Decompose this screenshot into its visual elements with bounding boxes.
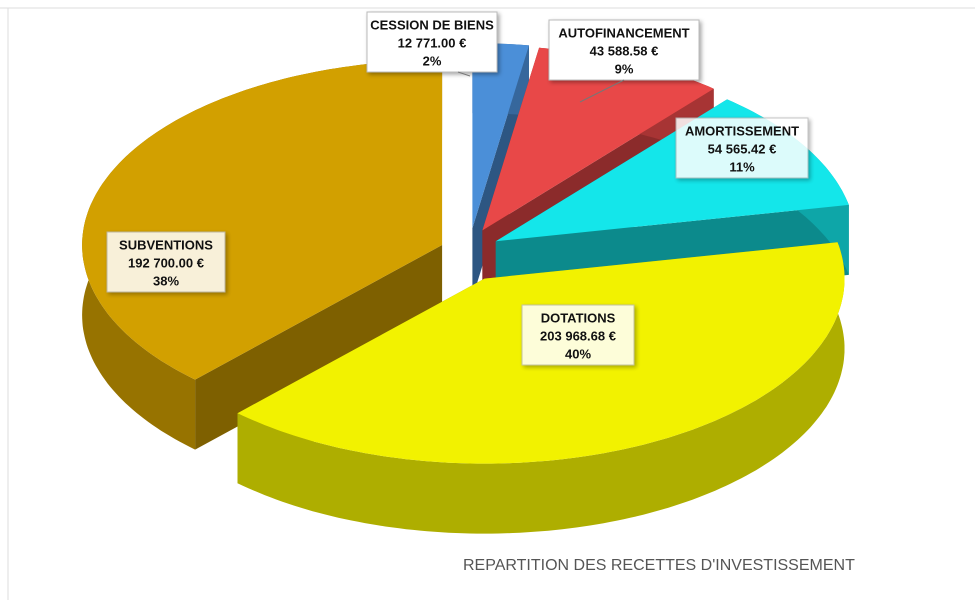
label-name: AMORTISSEMENT [685, 123, 799, 138]
label-name: AUTOFINANCEMENT [558, 25, 689, 40]
label-value: 192 700.00 € [128, 255, 204, 270]
label-name: DOTATIONS [541, 310, 616, 325]
slice-top [482, 47, 714, 231]
label-percent: 2% [423, 53, 442, 68]
slice-wall [237, 242, 845, 534]
label-name: CESSION DE BIENS [370, 17, 494, 32]
label-percent: 11% [729, 159, 755, 174]
slice-top [82, 60, 443, 380]
label-value: 43 588.58 € [590, 43, 659, 58]
label-percent: 9% [615, 61, 634, 76]
label-value: 12 771.00 € [398, 35, 467, 50]
leader-line [579, 79, 625, 103]
leader-line [457, 71, 471, 77]
label-box [366, 11, 498, 73]
label-box [521, 304, 635, 366]
label-box [675, 117, 809, 179]
label-value: 203 968.68 € [540, 328, 616, 343]
slice-top [472, 43, 529, 229]
chart-title: REPARTITION DES RECETTES D'INVESTISSEMEN… [463, 557, 855, 574]
slice-side [195, 245, 443, 450]
label-percent: 38% [153, 273, 179, 288]
label-name: SUBVENTIONS [119, 237, 213, 252]
label-box [548, 19, 700, 81]
slice [82, 60, 443, 450]
label-box [106, 231, 226, 293]
labels: CESSION DE BIENS 12 771.00 € 2% AUTOFINANCE… [106, 11, 809, 366]
label-percent: 40% [565, 346, 591, 361]
label-value: 54 565.42 € [708, 141, 777, 156]
